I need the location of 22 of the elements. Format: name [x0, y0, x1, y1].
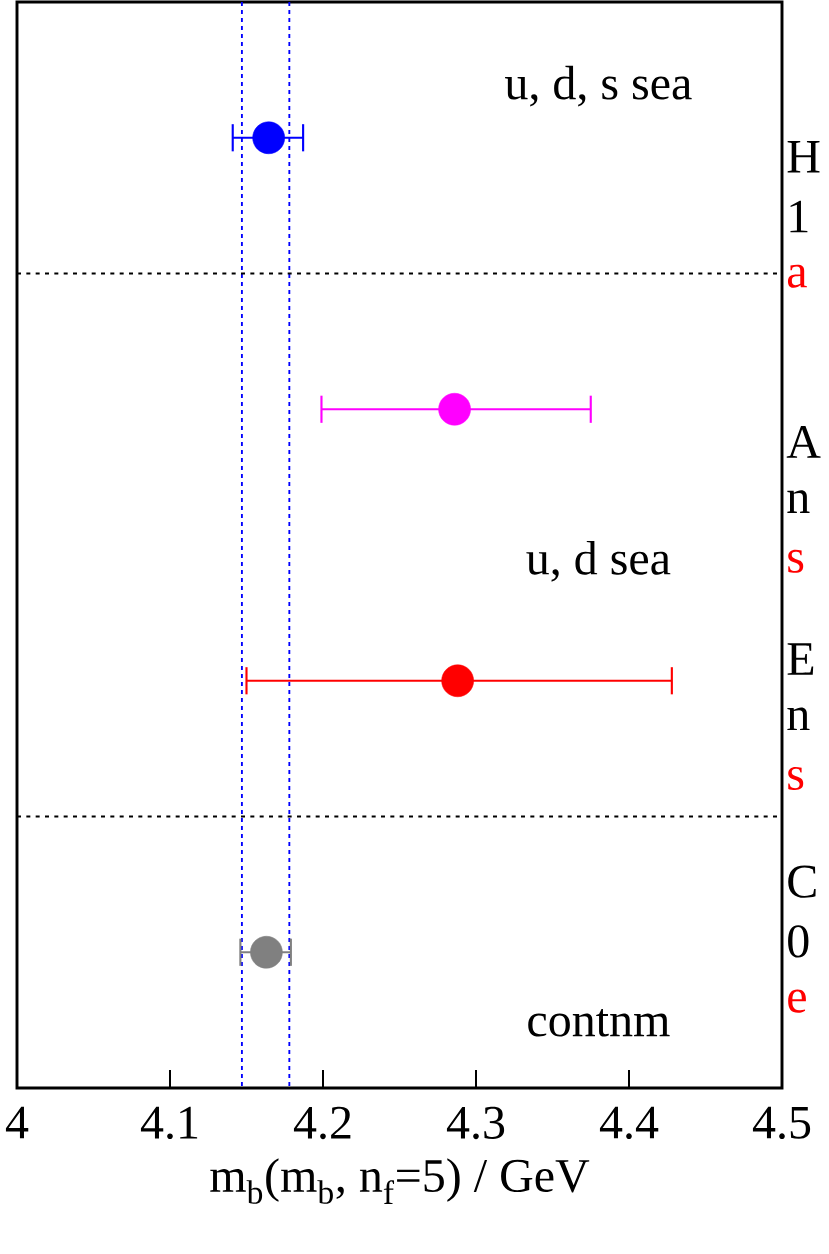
x-axis-title: m$_{b}$(m$_{b}$, n$_{f}$=5) / GeV: [210, 1158, 590, 1204]
text: 1: [790, 200, 808, 233]
text: 0: [788, 925, 809, 958]
text: A: [786, 426, 821, 458]
text: n: [787, 490, 810, 513]
text: n: [787, 707, 810, 731]
text: s: [788, 766, 804, 791]
text: a: [787, 264, 807, 288]
annotation: u, d, s sea: [505, 65, 692, 107]
text: H: [787, 141, 820, 173]
x-tick-label: 4.4: [599, 1106, 659, 1139]
text: s: [788, 549, 804, 573]
x-tick-label: 4: [5, 1106, 29, 1139]
annotation: u, d sea: [526, 540, 671, 582]
x-tick-label: 4.2: [293, 1106, 351, 1140]
text: e: [788, 989, 806, 1013]
annotation: contnm: [528, 1009, 670, 1037]
x-tick-label: 4.1: [140, 1106, 198, 1140]
x-tick-label: 4.3: [446, 1106, 505, 1140]
text: E: [787, 643, 814, 675]
text: C: [788, 865, 816, 898]
x-tick-label: 4.5: [752, 1106, 811, 1139]
